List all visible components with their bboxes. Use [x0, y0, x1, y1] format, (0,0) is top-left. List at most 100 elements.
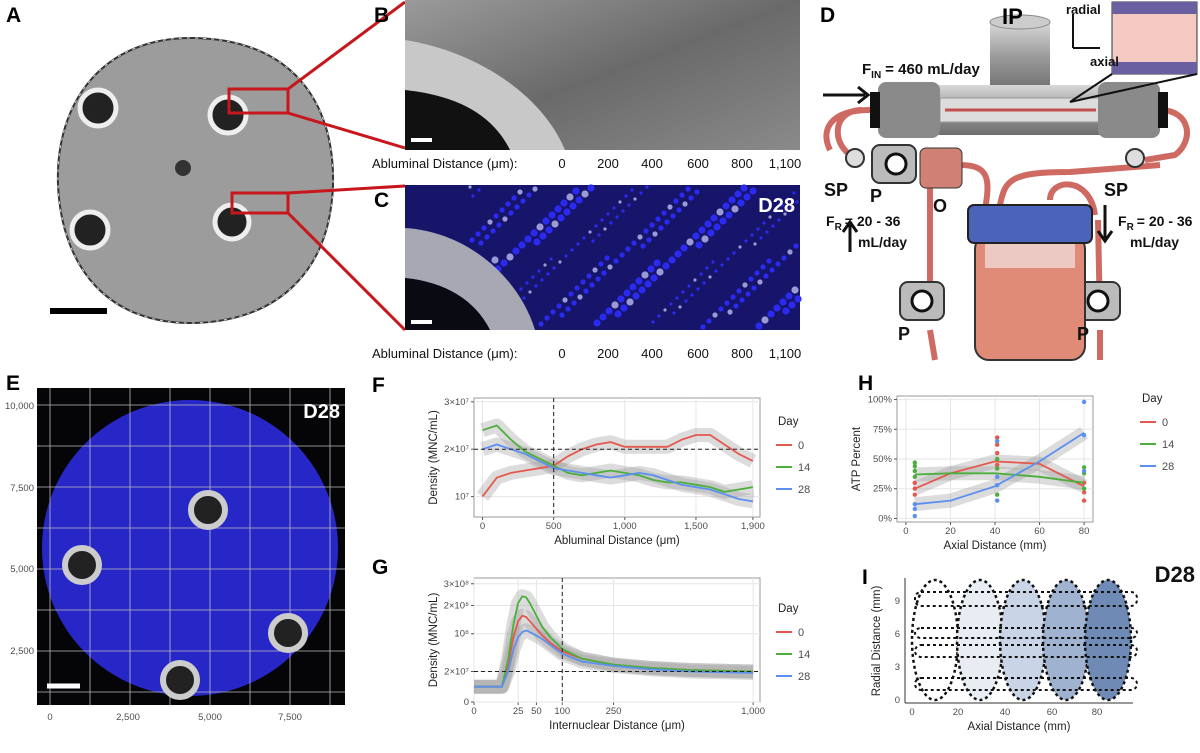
- point: [995, 498, 1000, 503]
- nucleus: [732, 251, 736, 255]
- nucleus: [730, 294, 736, 300]
- tick-label: 2,500: [116, 712, 140, 723]
- nucleus: [624, 194, 628, 198]
- device-label: O: [933, 196, 947, 216]
- panel-b-image: [405, 0, 800, 150]
- nucleus: [768, 215, 772, 219]
- nucleus: [743, 193, 751, 201]
- nucleus: [685, 186, 691, 192]
- panel-label: I: [862, 566, 868, 589]
- nucleus: [728, 196, 736, 204]
- device-label: SP: [824, 180, 848, 200]
- nucleus: [593, 319, 601, 327]
- nucleus: [591, 239, 595, 243]
- y-tick-label: 0: [464, 697, 469, 708]
- nucleus: [726, 257, 730, 261]
- nucleus: [481, 225, 487, 231]
- nucleus: [795, 200, 799, 204]
- nucleus: [672, 311, 676, 315]
- axis-label: Abluminal Distance (μm):: [372, 156, 517, 171]
- tick-label: 3: [895, 662, 900, 673]
- nucleus: [669, 302, 673, 306]
- sample-ellipse: [910, 578, 960, 702]
- nucleus: [733, 303, 739, 309]
- nucleus: [761, 316, 769, 324]
- nucleus: [662, 262, 670, 270]
- nucleus: [564, 254, 568, 258]
- nucleus: [606, 212, 610, 216]
- nucleus: [643, 228, 649, 234]
- nucleus: [477, 188, 481, 192]
- nucleus: [511, 195, 517, 201]
- nucleus: [690, 293, 694, 297]
- x-tick-label: 500: [546, 521, 562, 532]
- nucleus: [522, 296, 526, 300]
- legend-label: 0: [798, 440, 804, 452]
- x-tick-label: 100: [554, 706, 570, 717]
- nucleus: [701, 235, 709, 243]
- nucleus: [631, 240, 637, 246]
- point: [912, 474, 918, 480]
- nucleus: [629, 283, 637, 291]
- nucleus: [517, 189, 523, 195]
- nucleus: [645, 185, 649, 189]
- axis-label: Abluminal Distance (μm):: [372, 346, 517, 361]
- flow-text: = 460 mL/day: [885, 61, 980, 78]
- nucleus: [652, 231, 658, 237]
- nucleus: [625, 246, 631, 252]
- nucleus: [722, 202, 730, 210]
- nucleus: [765, 230, 769, 234]
- nucleus: [556, 303, 562, 309]
- nucleus: [594, 224, 598, 228]
- nucleus: [650, 274, 658, 282]
- nucleus: [588, 230, 592, 234]
- point: [912, 486, 918, 491]
- sample-band: [914, 644, 1138, 658]
- nucleus: [641, 271, 649, 279]
- nucleus: [571, 300, 577, 306]
- nucleus: [626, 298, 634, 306]
- nucleus: [656, 268, 664, 276]
- nucleus: [644, 280, 652, 288]
- nucleus: [647, 265, 655, 273]
- y-tick-label: 2×10⁷: [444, 666, 469, 677]
- nucleus: [582, 236, 586, 240]
- nucleus: [574, 285, 580, 291]
- nucleus: [568, 291, 574, 297]
- nucleus: [748, 276, 754, 282]
- point: [995, 474, 1000, 480]
- panel-label: A: [6, 4, 21, 27]
- legend-label: 14: [798, 649, 810, 661]
- nucleus: [767, 310, 775, 318]
- flow-return: FR = 20 - 36: [826, 213, 901, 233]
- legend-label: 14: [798, 462, 810, 474]
- point: [1081, 486, 1087, 491]
- x-axis-label: Abluminal Distance (μm): [554, 535, 680, 547]
- axial-label: axial: [1090, 54, 1119, 69]
- y-tick-label: 2×10⁷: [444, 444, 469, 455]
- nucleus: [559, 312, 565, 318]
- day-tag: D28: [1155, 562, 1195, 587]
- radial-label: radial: [1066, 2, 1101, 17]
- sample-ellipse: [1041, 578, 1091, 702]
- nucleus: [525, 281, 529, 285]
- nucleus: [653, 259, 661, 267]
- nucleus: [711, 260, 715, 264]
- y-tick-label: 2×10⁸: [444, 600, 469, 611]
- nucleus: [551, 220, 559, 228]
- nucleus: [704, 220, 712, 228]
- point: [995, 462, 1000, 468]
- nucleus: [545, 226, 553, 234]
- nucleus: [771, 224, 775, 228]
- point: [1081, 490, 1087, 495]
- tick-label: 7,500: [278, 712, 302, 723]
- tick-label: 40: [1000, 707, 1011, 718]
- x-axis-label: Axial Distance (mm): [944, 540, 1047, 552]
- tick-label: 20: [953, 707, 964, 718]
- y-tick-label: 10⁸: [454, 629, 469, 640]
- flow-return-unit: mL/day: [858, 234, 907, 250]
- nucleus: [478, 240, 484, 246]
- nucleus: [550, 309, 556, 315]
- nucleus: [651, 320, 655, 324]
- nucleus: [609, 221, 613, 225]
